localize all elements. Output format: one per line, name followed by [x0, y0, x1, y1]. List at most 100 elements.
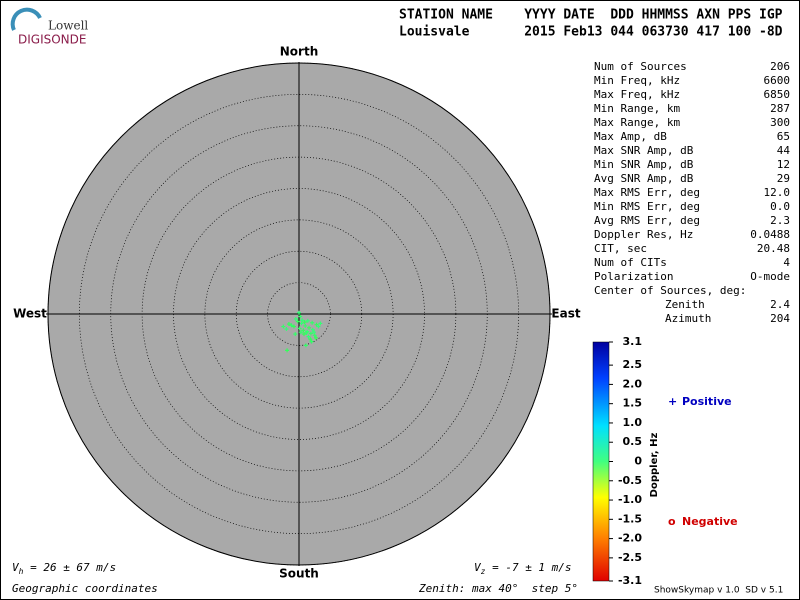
- source: [293, 332, 298, 337]
- stat-value: 2.4: [770, 298, 790, 311]
- stat-value: 4: [783, 256, 790, 269]
- header-values: Louisvale 2015 Feb13 044 063730 417 100 …: [399, 25, 783, 40]
- stat-label: Num of CITs: [594, 256, 667, 269]
- colorbar-tick-label: 0.5: [623, 435, 643, 448]
- source: [285, 348, 290, 353]
- stat-label: Num of Sources: [594, 60, 687, 73]
- stat-label: Min Range, km: [594, 102, 680, 115]
- direction: North: [280, 45, 318, 59]
- colorbar-tick-label: 0: [634, 455, 642, 468]
- source: [313, 335, 318, 340]
- source: [304, 330, 309, 335]
- stat-label: Polarization: [594, 270, 673, 283]
- colorbar-tick-label: 3.1: [623, 335, 643, 348]
- source: [310, 327, 315, 332]
- stat-value: 12.0: [764, 186, 791, 199]
- center-title: Center of Sources, deg:: [594, 284, 746, 297]
- source: [312, 330, 317, 335]
- plot: North South West East 3.1 2.5 2.0 1.5 1.0 0.5 0 -0.…: [13, 45, 738, 588]
- source: [299, 321, 304, 326]
- source: [316, 324, 321, 329]
- source: [297, 326, 302, 331]
- header-labels: STATION NAME YYYY DATE DDD HHMMSS AXN PP…: [399, 8, 783, 23]
- legend-text: Negative: [682, 515, 738, 528]
- stat-label: Max Amp, dB: [594, 130, 667, 143]
- colorbar-label: Doppler, Hz: [649, 433, 660, 498]
- source: [297, 310, 301, 315]
- stat-label: Max RMS Err, deg: [594, 186, 700, 199]
- stat-value: 20.48: [757, 242, 790, 255]
- direction: East: [551, 307, 580, 321]
- source: [298, 330, 303, 335]
- stat-label: Max Range, km: [594, 116, 680, 129]
- legend-text: Positive: [682, 395, 732, 408]
- source: [309, 339, 314, 344]
- direction: West: [13, 307, 47, 321]
- logo-text: Lowell: [48, 19, 88, 33]
- stat-label: Max Freq, kHz: [594, 88, 680, 101]
- colorbar-tick-label: -2.5: [618, 551, 642, 564]
- source: [284, 327, 289, 332]
- stat-value: O-mode: [750, 270, 790, 283]
- stat-value: 0.0488: [750, 228, 790, 241]
- stat-value: 44: [777, 144, 791, 157]
- colorbar-tick-label: -0.5: [618, 474, 642, 487]
- source: [306, 334, 311, 339]
- coords: Geographic coordinates: [12, 582, 158, 595]
- source: [298, 314, 303, 319]
- stat-label: CIT, sec: [594, 242, 647, 255]
- source: [318, 321, 323, 326]
- stat-label: Doppler Res, Hz: [594, 228, 693, 241]
- stat-label: Min Freq, kHz: [594, 74, 680, 87]
- stat-label: Min SNR Amp, dB: [594, 158, 694, 171]
- stat-label: Min RMS Err, deg: [594, 200, 700, 213]
- version: ShowSkymap v 1.0 SD v 5.1: [654, 586, 783, 596]
- stat-value: 300: [770, 116, 790, 129]
- stat-value: 6850: [764, 88, 791, 101]
- source: [303, 323, 308, 328]
- stat-value: 65: [777, 130, 790, 143]
- stat-value: 2.3: [770, 214, 790, 227]
- source: [310, 320, 315, 325]
- direction: South: [279, 567, 319, 581]
- stat-label: Max SNR Amp, dB: [594, 144, 694, 157]
- source: [301, 328, 306, 333]
- source: [307, 325, 312, 330]
- source: [291, 324, 296, 329]
- colorbar-tick-label: 2.0: [623, 377, 643, 390]
- source: [300, 318, 305, 323]
- stat-label: Avg RMS Err, deg: [594, 214, 700, 227]
- stat-value: 0.0: [770, 200, 790, 213]
- colorbar-tick-label: -1.0: [618, 493, 642, 506]
- source: [281, 324, 286, 329]
- stat-value: 12: [777, 158, 790, 171]
- stat-label: Zenith: [665, 298, 705, 311]
- vh: Vh = 26 ± 67 m/s: [12, 561, 116, 576]
- source: [303, 343, 308, 348]
- stats: Num of Sources 206 Min Freq, kHz 6600 Max Fr…: [594, 60, 790, 325]
- source: [302, 332, 307, 337]
- zenith-info: Zenith: max 40° step 5°: [418, 582, 578, 595]
- logo-arc: [10, 7, 42, 31]
- colorbar: [592, 341, 610, 582]
- colorbar-tick-label: -2.0: [618, 532, 642, 545]
- source: [305, 318, 310, 323]
- legend-symbol: +: [668, 395, 677, 408]
- colorbar-tick-label: 1.0: [623, 416, 643, 429]
- source: [312, 333, 317, 338]
- colorbar-tick-label: 1.5: [623, 397, 643, 410]
- source: [302, 320, 307, 325]
- source: [308, 337, 313, 342]
- logo-text: DIGISONDE: [18, 33, 86, 47]
- legend-symbol: o: [668, 515, 676, 528]
- stat-value: 6600: [764, 74, 791, 87]
- stat-value: 287: [770, 102, 790, 115]
- source: [308, 331, 313, 336]
- stat-value: 29: [777, 172, 790, 185]
- source: [293, 317, 298, 322]
- stat-value: 204: [770, 312, 790, 325]
- colorbar-tick-label: 2.5: [623, 358, 643, 371]
- colorbar-tick-label: -1.5: [618, 512, 642, 525]
- source: [286, 322, 291, 327]
